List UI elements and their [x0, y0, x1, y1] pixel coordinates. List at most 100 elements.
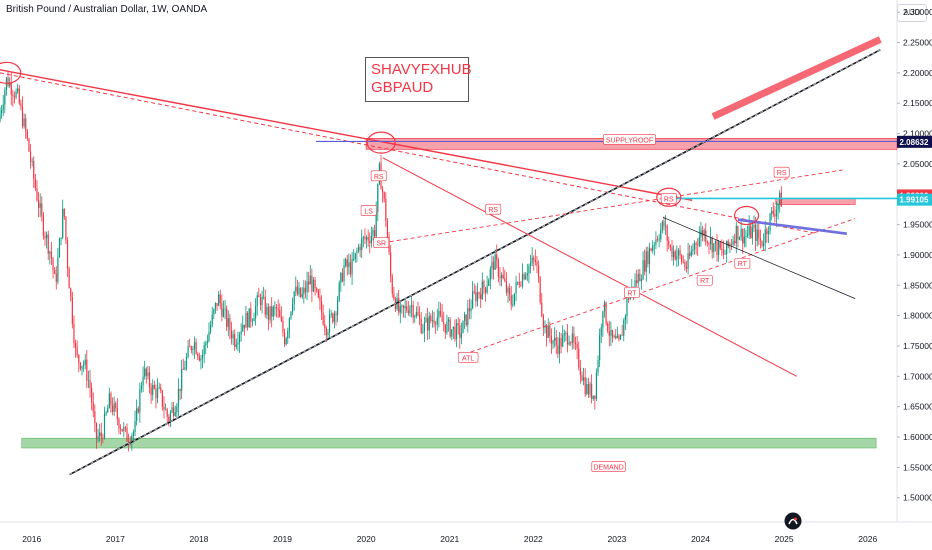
candle — [539, 277, 541, 303]
candle — [44, 235, 46, 239]
candle — [304, 287, 307, 293]
candle — [526, 273, 528, 276]
candle — [529, 263, 532, 266]
candle — [216, 303, 218, 306]
annotation-label: SUPPLYROOF — [606, 137, 653, 144]
candle — [557, 345, 559, 354]
candle — [128, 441, 130, 443]
candle — [198, 356, 200, 361]
candle — [238, 334, 241, 343]
candle — [420, 318, 422, 333]
price-tick-label: 2.10000 — [903, 129, 932, 139]
annotation-box — [696, 274, 713, 286]
candle — [337, 300, 339, 316]
candle — [684, 262, 686, 268]
tradingview-logo-icon[interactable] — [784, 512, 802, 530]
candle — [520, 284, 522, 286]
price-axis[interactable]: 1.50000 1.55000 1.60000 1.65000 1.70000 1.750… — [897, 7, 932, 503]
candle — [272, 307, 274, 317]
candle — [71, 297, 73, 324]
annotation-box — [360, 205, 377, 216]
candle — [422, 331, 424, 333]
candle — [560, 337, 562, 347]
candle — [756, 229, 758, 241]
candle — [666, 225, 668, 241]
candle — [156, 388, 159, 399]
candle — [356, 251, 358, 253]
annotation-label: LS — [364, 208, 373, 215]
candle — [192, 348, 194, 350]
candle — [235, 344, 237, 347]
candle — [182, 368, 184, 370]
price-tick-label: 1.95000 — [903, 220, 932, 230]
candle — [534, 259, 536, 262]
candle — [126, 427, 128, 442]
candle — [168, 416, 170, 421]
candle — [452, 326, 454, 330]
candle — [176, 406, 178, 413]
candle — [246, 313, 249, 328]
candle — [457, 323, 459, 326]
candle — [734, 240, 736, 244]
candle — [237, 342, 239, 345]
time-axis[interactable]: 2016 2017 2018 2019 2020 2021 2022 2023 2024 2025… — [22, 534, 877, 544]
candle — [263, 296, 265, 298]
candle — [468, 308, 471, 312]
candle — [113, 403, 115, 412]
candle — [748, 225, 750, 235]
candle — [357, 246, 360, 252]
candle — [308, 281, 310, 285]
candle — [177, 388, 180, 407]
candle — [600, 327, 602, 336]
candle — [190, 346, 192, 350]
resistance-zone — [775, 198, 856, 205]
candles — [0, 70, 782, 452]
candle — [201, 355, 204, 359]
candle — [515, 282, 517, 294]
annotation-label: ATL — [462, 355, 474, 362]
candle — [137, 408, 139, 413]
candle — [767, 231, 770, 235]
candle — [615, 336, 617, 339]
candle — [7, 77, 9, 86]
candle — [668, 240, 670, 246]
channel-descending-line — [382, 157, 797, 377]
candle — [677, 250, 680, 256]
candle — [410, 305, 413, 307]
price-tick-label: 1.75000 — [903, 341, 932, 351]
candle — [648, 248, 651, 265]
candle — [55, 273, 57, 282]
candle — [346, 259, 348, 267]
candle — [640, 279, 643, 282]
candle — [277, 308, 279, 310]
candle — [435, 323, 437, 325]
candle — [616, 335, 618, 339]
price-tick-label: 1.90000 — [903, 250, 932, 260]
candle — [777, 204, 779, 210]
candle — [709, 237, 712, 245]
time-tick-label: 2022 — [524, 534, 543, 544]
annotation-box — [734, 257, 751, 269]
candle — [706, 241, 708, 244]
candle — [727, 240, 729, 247]
candle — [62, 208, 64, 238]
candle — [295, 286, 297, 292]
candle — [549, 325, 551, 337]
candle — [58, 239, 61, 258]
candle — [483, 281, 485, 288]
candle — [687, 253, 689, 269]
candle — [224, 308, 226, 310]
candle — [674, 251, 676, 260]
candle — [586, 384, 588, 394]
candle — [99, 432, 101, 437]
candle — [47, 234, 49, 254]
time-tick-label: 2016 — [22, 534, 41, 544]
candle — [116, 408, 118, 420]
candle — [259, 297, 262, 305]
candle — [571, 333, 573, 343]
candle — [711, 237, 713, 253]
candle — [573, 333, 575, 343]
